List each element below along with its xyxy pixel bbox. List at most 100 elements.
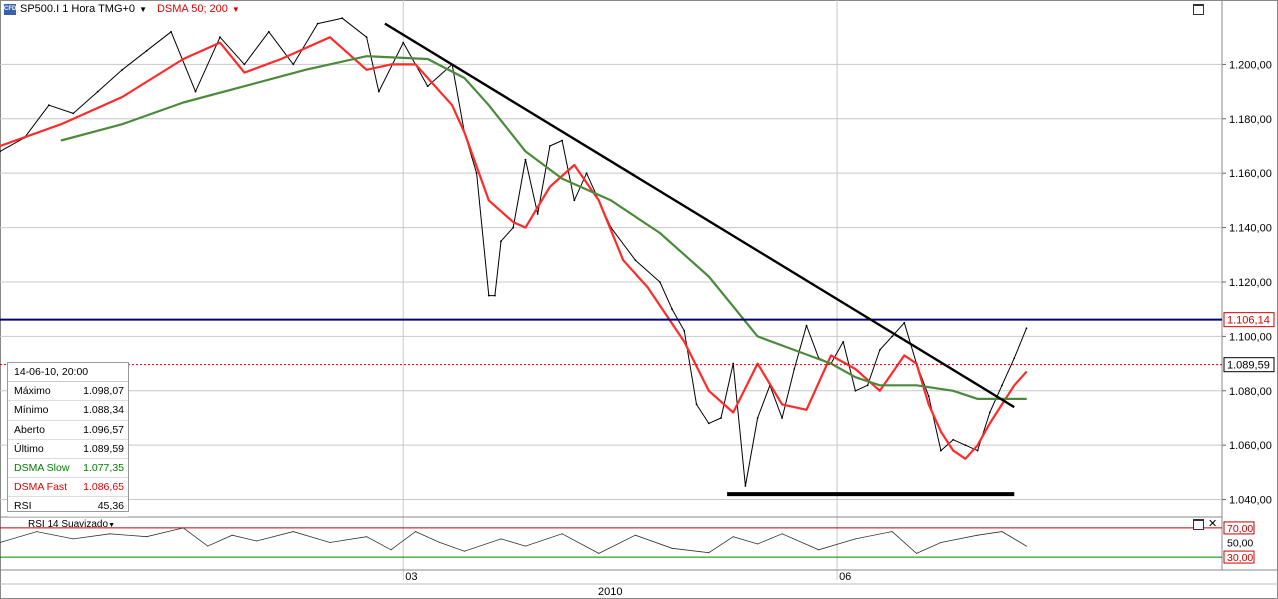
price-point [267,30,270,33]
rsi-point [977,534,979,536]
chart-header: CFD SP500.I 1 Hora TMG+0 ▼ DSMA 50; 200 … [4,3,240,15]
dsma-fast-point [280,58,282,60]
dsma-fast-point [414,63,417,65]
maximize-price-panel-icon[interactable] [1193,4,1204,15]
price-point [940,449,942,452]
price-point [524,158,527,161]
rsi-tick-label: 50,00 [1227,538,1253,550]
rsi-point [940,542,942,543]
dsma-fast-point [329,36,331,38]
dsma-fast-point [451,104,453,106]
rsi-header[interactable]: RSI 14 Suavizado▼ [28,519,115,530]
price-point [683,330,686,332]
price-point [695,403,698,406]
y-tick-label: 1.160,00 [1229,168,1272,180]
price-point [219,36,221,39]
dropdown-arrow-icon[interactable]: ▼ [139,4,147,14]
data-window-rows: Máximo 1.098,07 Mínimo 1.088,34 Aberto 1.096,… [8,382,128,517]
dsma-fast-point [940,430,942,433]
rsi-point [292,531,294,533]
dsma-fast-point [488,199,490,201]
dsma-slow-point [427,58,429,60]
dsma-slow-point [757,335,759,337]
dsma-fast-point [549,186,551,188]
data-window-row: DSMA Fast 1.086,65 [8,478,128,498]
data-window-row-value: 1.098,07 [83,385,124,398]
dsma-fast-point [598,199,600,201]
rsi-point [732,536,734,538]
dsma-slow-point [915,384,918,386]
rsi-point [708,552,710,554]
dsma-fast-point [366,69,368,71]
dsma-fast-point [390,63,392,65]
price-point [1001,384,1003,387]
data-window-row-value: 1.086,65 [83,481,124,494]
dsma-fast-point [879,390,881,392]
cfd-logo-icon: CFD [4,3,16,15]
price-point [903,321,906,324]
rsi-point [463,550,465,552]
data-window-row-label: Máximo [14,385,51,398]
y-tick-label: 1.180,00 [1229,114,1272,126]
price-point [494,294,496,297]
annotation-layer [0,22,1222,497]
y-tick-label: 1.040,00 [1229,495,1272,507]
dsma-fast-point [732,411,734,414]
dsma-fast-point [805,409,808,411]
data-window-row-label: RSI [14,500,32,513]
price-point [377,90,380,93]
price-point [671,308,673,311]
data-window-row: DSMA Slow 1.077,35 [8,459,128,479]
price-point [47,104,50,107]
dsma-fast-point [977,444,979,446]
price-point [878,349,881,351]
instrument-label[interactable]: SP500.I 1 Hora TMG+0 [20,3,136,15]
indicator-label[interactable]: DSMA 50; 200 [156,3,228,15]
dsma-fast-point [647,286,649,289]
resistance-price-label: 1.106,14 [1227,315,1270,327]
dsma-fast-point [243,71,245,74]
indicator-dropdown-icon[interactable]: ▼ [231,4,240,14]
price-point [96,90,99,93]
x-tick-label: 06 [839,571,851,583]
data-window-row-value: 1.077,35 [83,461,124,474]
dsma-slow-point [854,376,857,378]
data-window-row: Mínimo 1.088,34 [8,401,128,421]
dsma-slow-point [659,232,661,234]
price-point [487,294,490,297]
price-point [952,438,955,441]
rsi-point [781,533,783,535]
rsi-point [671,547,673,549]
data-window-row-value: 1.089,59 [83,442,124,455]
data-window-row-label: DSMA Fast [14,481,68,494]
price-point [842,340,845,343]
dsma-slow-point [182,101,184,104]
data-window-row: RSI 45,36 [8,497,128,517]
dsma-fast-point [219,42,221,44]
dsma-fast-point [781,403,783,405]
dsma-fast-point [915,362,918,365]
x-tick-label: 03 [405,571,417,583]
maximize-rsi-panel-icon[interactable] [1193,519,1204,530]
data-window-row-label: Mínimo [14,404,49,417]
rsi-point [916,552,917,554]
dsma-slow-point [989,398,991,400]
dsma-fast-point [573,164,575,166]
rsi-point [231,534,233,536]
dsma-slow-line [60,55,1027,400]
dsma-fast-point [1001,403,1003,405]
close-rsi-panel-icon[interactable]: ✕ [1208,518,1218,530]
dsma-fast-point [928,403,930,405]
price-point [72,112,75,115]
price-point [585,172,588,175]
data-window-row: Último 1.089,59 [8,440,128,459]
data-window-row-label: Último [14,442,44,455]
price-point [744,485,747,487]
rsi-panel: 70,00 50,00 30,00 [0,516,1255,564]
dsma-slow-point [1013,398,1015,400]
dsma-fast-point [1025,371,1028,373]
data-window-date-row: 14-06-10, 20:00 [8,363,128,383]
rsi-point [366,536,368,538]
price-point [426,85,429,88]
